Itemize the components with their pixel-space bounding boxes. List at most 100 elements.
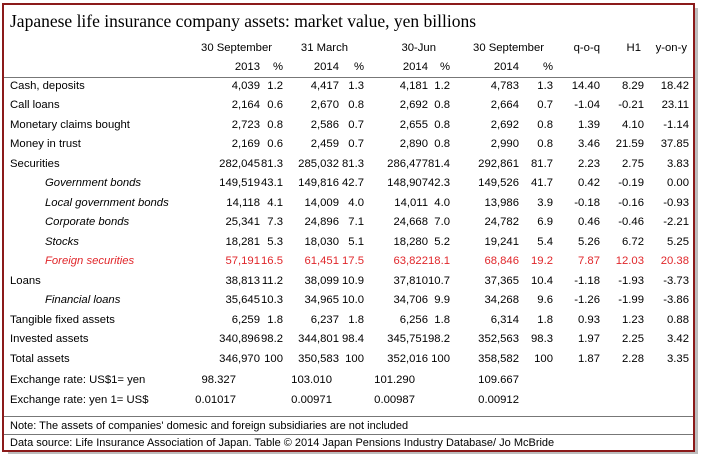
- table-cell: 10.9: [342, 274, 364, 287]
- row-label: Securities: [10, 157, 60, 170]
- row-label: Financial loans: [45, 294, 121, 307]
- table-row: Cash, deposits 4,039 1.2 4,417 1.3 4,181 1.2 4,…: [4, 77, 693, 95]
- table-cell: 0.6: [267, 138, 283, 151]
- table-cell: 7.3: [267, 216, 283, 229]
- table-cell: 1.2: [434, 80, 450, 92]
- table-cell: 2,890: [399, 138, 428, 151]
- table-cell: 81.7: [531, 157, 553, 170]
- column-header-period: q-o-q: [573, 42, 600, 54]
- header-divider: [4, 77, 693, 78]
- table-cell: -1.99: [618, 294, 644, 307]
- table-cell: 345,751: [387, 333, 428, 346]
- table-cell: -3.73: [663, 274, 689, 287]
- table-cell: 282,045: [219, 157, 260, 170]
- column-header-period: 30-Jun: [401, 42, 436, 54]
- table-cell: 23.11: [661, 99, 689, 112]
- table-cell: 18,280: [393, 235, 428, 248]
- exchange-rate-value: 101.290: [374, 374, 415, 387]
- table-cell: 5.4: [537, 235, 553, 248]
- table-cell: 98.4: [342, 333, 364, 346]
- table-cell: 19.2: [531, 255, 553, 268]
- table-cell: 41.7: [531, 177, 553, 190]
- table-cell: 38,099: [304, 274, 339, 287]
- row-label: Invested assets: [10, 333, 89, 346]
- column-header-year: 2014: [313, 61, 339, 73]
- column-header-period: H1: [626, 42, 641, 54]
- table-cell: -0.46: [618, 216, 644, 229]
- table-row: Securities 282,045 81.3 285,032 81.3 286,477 8…: [4, 155, 693, 173]
- table-cell: 2,692: [490, 118, 519, 131]
- table-cell: 7.87: [578, 255, 600, 268]
- column-header-year: 2014: [493, 61, 519, 73]
- table-cell: 34,706: [393, 294, 428, 307]
- table-row: Tangible fixed assets 6,259 1.8 6,237 1.8 6,2…: [4, 311, 693, 329]
- table-cell: 18.1: [428, 255, 450, 268]
- table-cell: 0.7: [537, 99, 553, 112]
- table-cell: 0.88: [667, 313, 689, 326]
- exchange-rate-value: 0.00987: [374, 393, 415, 406]
- table-cell: 2.28: [622, 352, 644, 365]
- table-cell: 25,341: [225, 216, 260, 229]
- table-cell: 1.3: [348, 80, 364, 92]
- table-cell: 37,365: [484, 274, 519, 287]
- table-cell: 285,032: [298, 157, 339, 170]
- table-cell: 3.46: [578, 138, 600, 151]
- table-cell: 1.8: [537, 313, 553, 326]
- table-row: Invested assets 340,896 98.2 344,801 98.4 345…: [4, 330, 693, 348]
- data-source: Data source: Life Insurance Association …: [10, 437, 555, 449]
- row-label: Local government bonds: [45, 196, 169, 209]
- table-cell: -0.16: [618, 196, 644, 209]
- table-cell: 37,810: [393, 274, 428, 287]
- row-label: Corporate bonds: [45, 216, 130, 229]
- table-cell: 14,118: [226, 196, 260, 209]
- table-cell: 2,664: [490, 99, 519, 112]
- note-divider: [4, 416, 693, 417]
- table-cell: 10.3: [261, 294, 283, 307]
- table-cell: 148,907: [387, 177, 428, 190]
- table-cell: 12.03: [615, 255, 644, 268]
- row-label: Money in trust: [10, 138, 81, 151]
- table-cell: 2,169: [231, 138, 260, 151]
- table-cell: 0.8: [267, 118, 283, 131]
- table-cell: 68,846: [484, 255, 519, 268]
- frame-shadow-right: [693, 8, 698, 452]
- exchange-rate-value: 109.667: [478, 374, 519, 387]
- table-cell: 6,314: [490, 313, 519, 326]
- table-cell: 0.8: [537, 138, 553, 151]
- column-header-year: %: [272, 61, 283, 73]
- column-header-year: %: [542, 61, 553, 73]
- table-cell: 2,670: [310, 99, 339, 112]
- table-cell: 350,583: [298, 352, 339, 365]
- exchange-rate-value: 0.00971: [291, 393, 332, 406]
- table-cell: 17.5: [342, 255, 364, 268]
- table-cell: -0.21: [618, 99, 644, 112]
- table-cell: 1.23: [622, 313, 644, 326]
- table-cell: 18,281: [225, 235, 260, 248]
- exchange-rate-value: 0.01017: [195, 393, 236, 406]
- column-header-year: %: [353, 61, 364, 73]
- table-cell: 4.10: [622, 118, 644, 131]
- table-cell: 1.39: [578, 118, 600, 131]
- table-cell: 4,181: [399, 80, 428, 92]
- table-cell: 9.6: [537, 294, 553, 307]
- row-label: Loans: [10, 274, 41, 287]
- row-label: Total assets: [10, 352, 70, 365]
- source-divider: [4, 434, 693, 435]
- exchange-rate-value: 98.327: [201, 374, 236, 387]
- table-cell: 7.0: [434, 216, 450, 229]
- exchange-rate-row: Exchange rate: yen 1= US$ 0.01017 0.00971 0…: [4, 391, 693, 409]
- table-row: Government bonds 149,519 43.1 149,816 42.7 14…: [4, 174, 693, 192]
- table-cell: 6.72: [622, 235, 644, 248]
- table-row: Monetary claims bought 2,723 0.8 2,586 0.7 2,…: [4, 116, 693, 134]
- table-cell: 5.3: [267, 235, 283, 248]
- header-row-periods: 30 September 31 March 30-Jun 30 September q-…: [4, 39, 693, 57]
- table-cell: 43.1: [261, 177, 283, 190]
- column-header-year: %: [439, 61, 450, 73]
- table-cell: -1.26: [574, 294, 600, 307]
- table-cell: 34,268: [484, 294, 519, 307]
- table-cell: 0.7: [348, 118, 364, 131]
- table-cell: 5.25: [667, 235, 689, 248]
- table-cell: 346,970: [219, 352, 260, 365]
- table-row: Stocks 18,281 5.3 18,030 5.1 18,280 5.2 19,241 5…: [4, 233, 693, 251]
- table-cell: 38,813: [225, 274, 260, 287]
